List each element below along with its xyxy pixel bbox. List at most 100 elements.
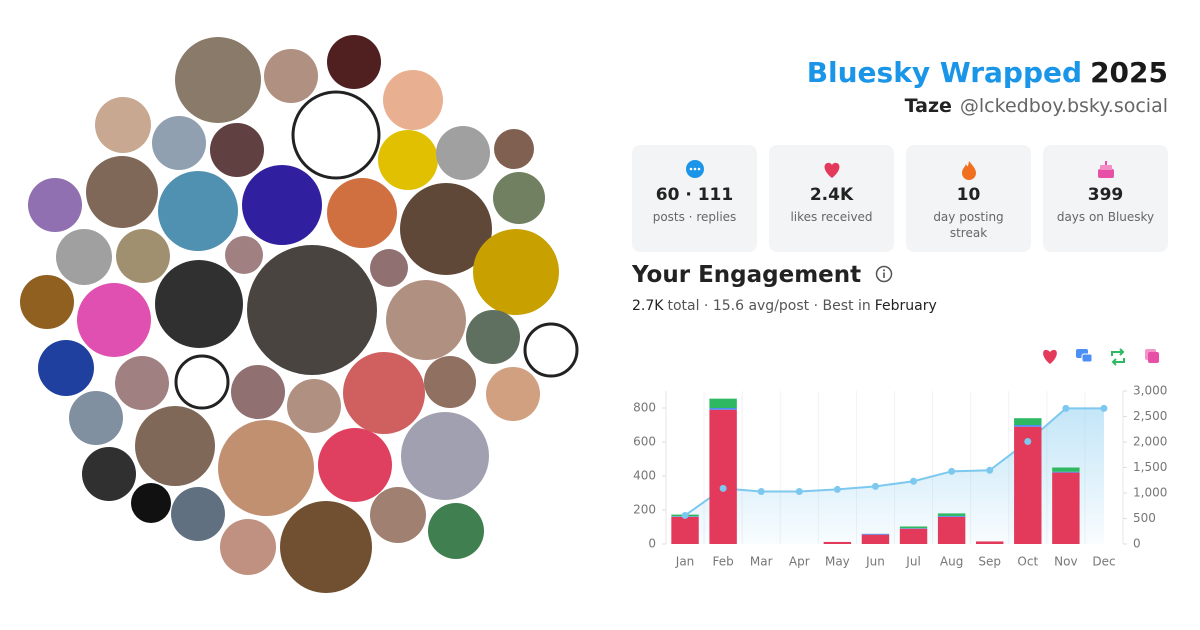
bar-segment <box>1052 467 1080 472</box>
stat-icon <box>1097 161 1114 178</box>
avatar[interactable] <box>174 354 230 410</box>
avatar[interactable] <box>400 183 492 275</box>
avatar[interactable] <box>82 447 136 501</box>
bar-segment <box>899 528 928 529</box>
stat-label: posts · replies <box>652 210 737 224</box>
bar-segment <box>975 541 1004 544</box>
x-tick-label: Jul <box>905 555 920 569</box>
stat-icon <box>685 160 704 178</box>
year: 2025 <box>1090 56 1168 89</box>
avatar[interactable] <box>494 129 534 169</box>
avatar[interactable] <box>225 236 263 274</box>
y-tick-label: 600 <box>633 435 656 449</box>
x-tick-label: May <box>825 555 850 569</box>
avatar[interactable] <box>473 229 559 315</box>
legend-icon[interactable] <box>1081 353 1093 363</box>
y-tick-label: 400 <box>633 469 656 483</box>
bar-segment <box>709 398 737 408</box>
avatar[interactable] <box>264 49 318 103</box>
avatar[interactable] <box>175 37 261 123</box>
bar-segment <box>1014 418 1042 425</box>
bar-segment <box>709 408 737 410</box>
point <box>948 467 956 475</box>
bar-segment <box>861 534 890 544</box>
avatar[interactable] <box>158 171 238 251</box>
avatar[interactable] <box>466 310 520 364</box>
stat-label: likes received <box>790 210 873 224</box>
avatar[interactable] <box>280 501 372 593</box>
avatar[interactable] <box>171 487 225 541</box>
avatar[interactable] <box>95 97 151 153</box>
avatar[interactable] <box>291 90 381 180</box>
avatar[interactable] <box>343 352 425 434</box>
avatar[interactable] <box>231 365 285 419</box>
bar-segment <box>709 409 737 544</box>
avatar[interactable] <box>115 356 169 410</box>
point <box>1062 404 1070 412</box>
avatar[interactable] <box>69 391 123 445</box>
stat-icon <box>824 162 839 178</box>
stat-label: days on Bluesky <box>1056 210 1155 224</box>
y-tick-label: 200 <box>633 503 656 517</box>
avatar[interactable] <box>401 412 489 500</box>
avatar[interactable] <box>155 260 243 348</box>
avatar[interactable] <box>218 420 314 516</box>
avatar[interactable] <box>56 229 112 285</box>
avatar[interactable] <box>370 487 426 543</box>
avatar[interactable] <box>38 340 94 396</box>
point <box>757 487 765 495</box>
y-tick-label: 0 <box>648 537 656 551</box>
y2-tick-label: 1,000 <box>1133 486 1167 500</box>
avatar[interactable] <box>493 172 545 224</box>
summary-text: total · 15.6 avg/post · Best in <box>667 298 871 314</box>
y2-tick-label: 1,500 <box>1133 460 1167 474</box>
avatar[interactable] <box>486 367 540 421</box>
avatar[interactable] <box>28 178 82 232</box>
legend-icon[interactable] <box>1111 348 1125 366</box>
avatar[interactable] <box>424 356 476 408</box>
avatar[interactable] <box>220 519 276 575</box>
stat-value: 2.4K <box>809 185 854 205</box>
y2-tick-label: 500 <box>1133 511 1156 525</box>
x-tick-label: Aug <box>940 555 963 569</box>
avatar[interactable] <box>386 280 466 360</box>
avatar[interactable] <box>383 70 443 130</box>
x-tick-label: Jun <box>865 555 885 569</box>
avatar[interactable] <box>327 35 381 89</box>
avatar[interactable] <box>523 322 579 378</box>
avatar[interactable] <box>116 229 170 283</box>
avatar[interactable] <box>428 503 484 559</box>
stat-card: 399 days on Bluesky <box>1043 145 1168 252</box>
info-icon[interactable] <box>875 265 893 283</box>
avatar[interactable] <box>327 178 397 248</box>
avatar[interactable] <box>77 283 151 357</box>
avatar[interactable] <box>152 116 206 170</box>
y2-tick-label: 3,000 <box>1133 384 1167 398</box>
avatar[interactable] <box>247 245 377 375</box>
bar-segment <box>937 516 966 544</box>
avatar[interactable] <box>287 379 341 433</box>
handle: @lckedboy.bsky.social <box>959 95 1168 117</box>
avatar[interactable] <box>131 483 171 523</box>
summary: 2.7K total · 15.6 avg/post · Best in Febru… <box>632 298 941 314</box>
avatar[interactable] <box>242 165 322 245</box>
avatar[interactable] <box>20 275 74 329</box>
avatar[interactable] <box>86 156 158 228</box>
avatar[interactable] <box>378 130 438 190</box>
avatar[interactable] <box>370 249 408 287</box>
x-tick-label: Sep <box>978 555 1001 569</box>
stat-label: day posting streak <box>933 210 1004 240</box>
section-title: Your Engagement <box>632 262 893 288</box>
point <box>719 484 727 492</box>
avatar[interactable] <box>318 428 392 502</box>
avatar[interactable] <box>135 406 215 486</box>
avatar[interactable] <box>210 123 264 177</box>
stat-value: 60 · 111 <box>655 185 734 205</box>
legend-icon[interactable] <box>1148 352 1159 363</box>
legend-icon[interactable] <box>1043 349 1057 364</box>
bar-segment <box>823 541 852 544</box>
display-name: Taze <box>904 95 952 117</box>
x-tick-label: Nov <box>1054 555 1077 569</box>
avatar[interactable] <box>436 126 490 180</box>
y-tick-label: 800 <box>633 401 656 415</box>
